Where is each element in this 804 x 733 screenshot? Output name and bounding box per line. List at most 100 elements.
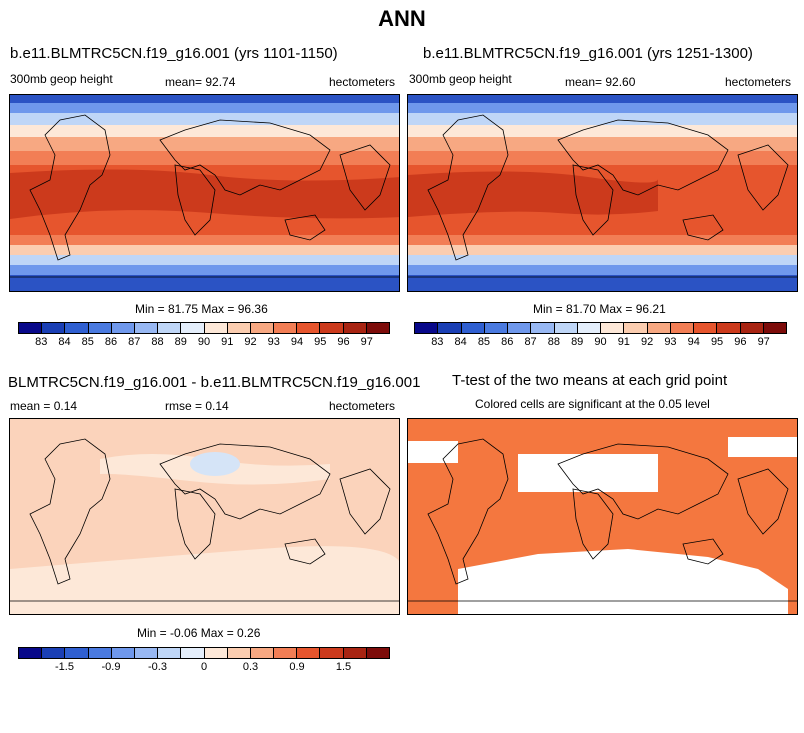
colorbar-cell	[227, 648, 251, 658]
band-peach-s	[10, 245, 399, 255]
colorbar-panel1	[18, 322, 390, 334]
ttest-nonsig-region	[728, 437, 797, 457]
colorbar-cell	[670, 323, 694, 333]
colorbar-tick-label: 1.5	[335, 661, 352, 673]
panel3-title: BLMTRC5CN.f19_g16.001 - b.e11.BLMTRC5CN.…	[8, 374, 421, 391]
ttest-nonsig-region	[518, 454, 658, 492]
colorbar-cell	[204, 323, 228, 333]
colorbar-panel3	[18, 647, 390, 659]
panel1-title: b.e11.BLMTRC5CN.f19_g16.001 (yrs 1101-11…	[10, 45, 338, 62]
diff-blue-region	[190, 452, 240, 476]
panel1-variable-label: 300mb geop height	[10, 72, 113, 86]
colorbar-tick-label: 92	[641, 336, 654, 348]
band-mid-blue-n	[10, 103, 399, 113]
colorbar-tick-label: 89	[174, 336, 187, 348]
colorbar-tick-label: 96	[337, 336, 350, 348]
coastlines	[10, 114, 399, 278]
colorbar-tick-label: 97	[360, 336, 373, 348]
band-salmon-n	[10, 137, 399, 151]
colorbar-tick-label: 87	[524, 336, 537, 348]
panel2-map-plot	[408, 95, 797, 291]
colorbar-cell	[484, 323, 508, 333]
panel3-map	[9, 418, 400, 615]
colorbar-tick-label: 92	[244, 336, 257, 348]
colorbar-cell	[88, 648, 112, 658]
colorbar-cell	[343, 648, 367, 658]
colorbar-cell	[134, 648, 159, 658]
colorbar-cell	[19, 648, 43, 658]
panel1-map-plot	[10, 95, 399, 291]
band-light-blue-s	[408, 255, 797, 265]
colorbar-tick-label: -0.3	[148, 661, 167, 673]
colorbar-tick-label: 87	[128, 336, 141, 348]
colorbar-cell	[158, 323, 182, 333]
colorbar-cell	[134, 323, 159, 333]
ttest-nonsig-region	[408, 441, 458, 463]
colorbar-cell	[438, 323, 462, 333]
band-orange-s	[10, 235, 399, 245]
band-light-blue-n	[408, 113, 797, 125]
colorbar-cell	[274, 648, 298, 658]
colorbar-tick-label: 84	[58, 336, 71, 348]
colorbar-tick-label: 83	[35, 336, 48, 348]
colorbar-tick-label: 88	[151, 336, 164, 348]
colorbar-cell	[42, 648, 66, 658]
colorbar-tick-label: 0.3	[242, 661, 259, 673]
colorbar-cell	[158, 648, 182, 658]
colorbar-cell	[204, 648, 228, 658]
colorbar-tick-label: 84	[454, 336, 467, 348]
panel2-title: b.e11.BLMTRC5CN.f19_g16.001 (yrs 1251-13…	[423, 45, 753, 62]
colorbar-cell	[320, 323, 344, 333]
colorbar-cell	[320, 648, 344, 658]
colorbar-tick-label: 85	[81, 336, 94, 348]
colorbar-tick-label: 90	[197, 336, 211, 348]
colorbar-cell	[531, 323, 555, 333]
panel1-minmax: Min = 81.75 Max = 96.36	[135, 302, 268, 316]
band-salmon-n	[408, 137, 797, 151]
panel3-minmax: Min = -0.06 Max = 0.26	[137, 626, 261, 640]
colorbar-tick-label: -0.9	[101, 661, 121, 673]
coastlines	[10, 438, 399, 602]
colorbar-cell	[554, 323, 578, 333]
panel4-map-plot	[408, 419, 797, 614]
panel1-units: hectometers	[329, 75, 396, 89]
colorbar-tick-label: 95	[314, 336, 327, 348]
colorbar-cell	[740, 323, 764, 333]
colorbar-panel2	[414, 322, 787, 334]
panel1-map	[9, 94, 400, 292]
colorbar-cell	[88, 323, 112, 333]
colorbar-cell	[65, 648, 89, 658]
coastlines	[408, 438, 797, 602]
ttest-nonsig-region	[458, 549, 788, 614]
colorbar-tick-label: 93	[664, 336, 677, 348]
band-pale-n	[10, 125, 399, 137]
colorbar-cell	[508, 323, 532, 333]
band-orange-s	[408, 235, 797, 245]
colorbar-tick-label: 0.9	[289, 661, 305, 673]
colorbar-tick-label: -1.5	[55, 661, 74, 673]
colorbar-tick-label: 97	[757, 336, 770, 348]
panel4-subtitle: Colored cells are significant at the 0.0…	[475, 397, 710, 411]
colorbar-cell	[250, 323, 275, 333]
colorbar-tick-label: 94	[290, 336, 304, 348]
colorbar-tick-label: 86	[104, 336, 118, 348]
panel2-variable-label: 300mb geop height	[409, 72, 512, 86]
colorbar-cell	[181, 648, 205, 658]
colorbar-cell	[763, 323, 786, 333]
colorbar-cell	[647, 323, 671, 333]
colorbar-cell	[111, 323, 135, 333]
panel4-map	[407, 418, 798, 615]
colorbar-panel3-labels: -1.5 -0.9 -0.3 0 0.3 0.9 1.5	[18, 661, 390, 675]
panel3-mean: mean = 0.14	[10, 399, 78, 413]
colorbar-panel2-labels: 83 84 85 86 87 88 89 90 91 92 93 94 95 96 97	[414, 336, 787, 350]
colorbar-cell	[694, 323, 718, 333]
colorbar-cell	[227, 323, 251, 333]
colorbar-tick-label: 91	[221, 336, 234, 348]
band-peach-s	[408, 245, 797, 255]
colorbar-cell	[181, 323, 205, 333]
colorbar-tick-label: 85	[477, 336, 491, 348]
panel2-units: hectometers	[725, 75, 792, 89]
colorbar-cell	[366, 323, 389, 333]
colorbar-cell	[415, 323, 439, 333]
colorbar-cell	[250, 648, 275, 658]
